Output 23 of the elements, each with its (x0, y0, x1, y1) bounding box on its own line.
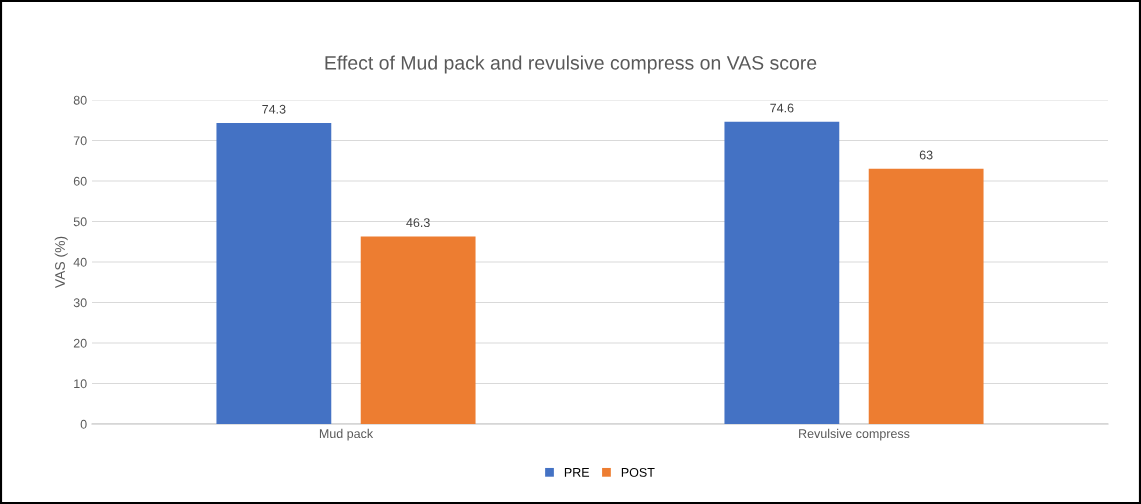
data-label: 63 (919, 150, 933, 160)
x-tick-label: Revulsive compress (799, 428, 910, 441)
data-label: 46.3 (406, 218, 430, 228)
bar (868, 168, 984, 424)
y-tick-label: 30 (73, 298, 87, 308)
data-label: 74.6 (770, 103, 794, 113)
y-tick-label: 40 (73, 257, 87, 267)
legend-label: POST (621, 467, 655, 477)
bar (216, 123, 332, 424)
legend-label: PRE (564, 468, 590, 477)
y-axis-title: VAS (%) (54, 236, 68, 289)
y-tick-label: 50 (73, 217, 87, 227)
y-tick-label: 70 (73, 136, 87, 146)
y-tick-label: 10 (74, 379, 87, 389)
chart-title: Effect of Mud pack and revulsive compress on VAS score (325, 55, 817, 74)
bar (360, 236, 476, 424)
bar (724, 121, 840, 424)
y-tick-label: 80 (73, 95, 87, 105)
y-tick-label: 20 (73, 338, 87, 348)
data-label: 74.3 (262, 104, 286, 114)
y-tick-label: 60 (73, 176, 87, 186)
x-tick-label: Mud pack (319, 428, 374, 441)
y-tick-label: 0 (80, 419, 87, 429)
